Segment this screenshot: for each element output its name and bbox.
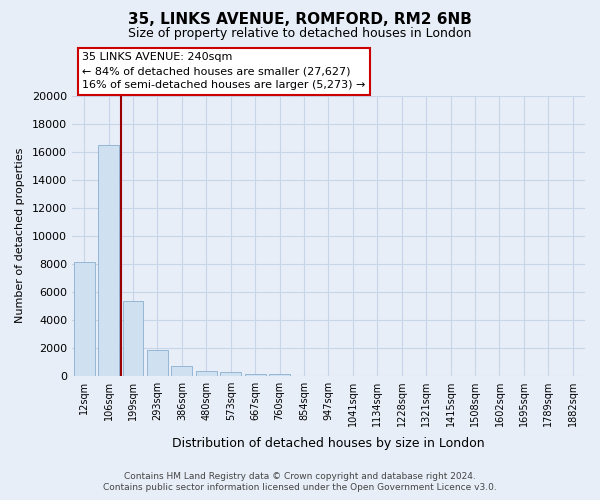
- Bar: [245, 374, 266, 376]
- Bar: [269, 374, 290, 376]
- Bar: [196, 370, 217, 376]
- X-axis label: Distribution of detached houses by size in London: Distribution of detached houses by size …: [172, 437, 485, 450]
- Bar: [220, 372, 241, 376]
- Text: 35 LINKS AVENUE: 240sqm
← 84% of detached houses are smaller (27,627)
16% of sem: 35 LINKS AVENUE: 240sqm ← 84% of detache…: [82, 52, 365, 90]
- Y-axis label: Number of detached properties: Number of detached properties: [15, 148, 25, 324]
- Bar: [74, 262, 95, 376]
- Text: Contains HM Land Registry data © Crown copyright and database right 2024.
Contai: Contains HM Land Registry data © Crown c…: [103, 472, 497, 492]
- Bar: [98, 144, 119, 376]
- Bar: [172, 366, 192, 376]
- Bar: [122, 302, 143, 376]
- Text: 35, LINKS AVENUE, ROMFORD, RM2 6NB: 35, LINKS AVENUE, ROMFORD, RM2 6NB: [128, 12, 472, 28]
- Text: Size of property relative to detached houses in London: Size of property relative to detached ho…: [128, 28, 472, 40]
- Bar: [147, 350, 168, 376]
